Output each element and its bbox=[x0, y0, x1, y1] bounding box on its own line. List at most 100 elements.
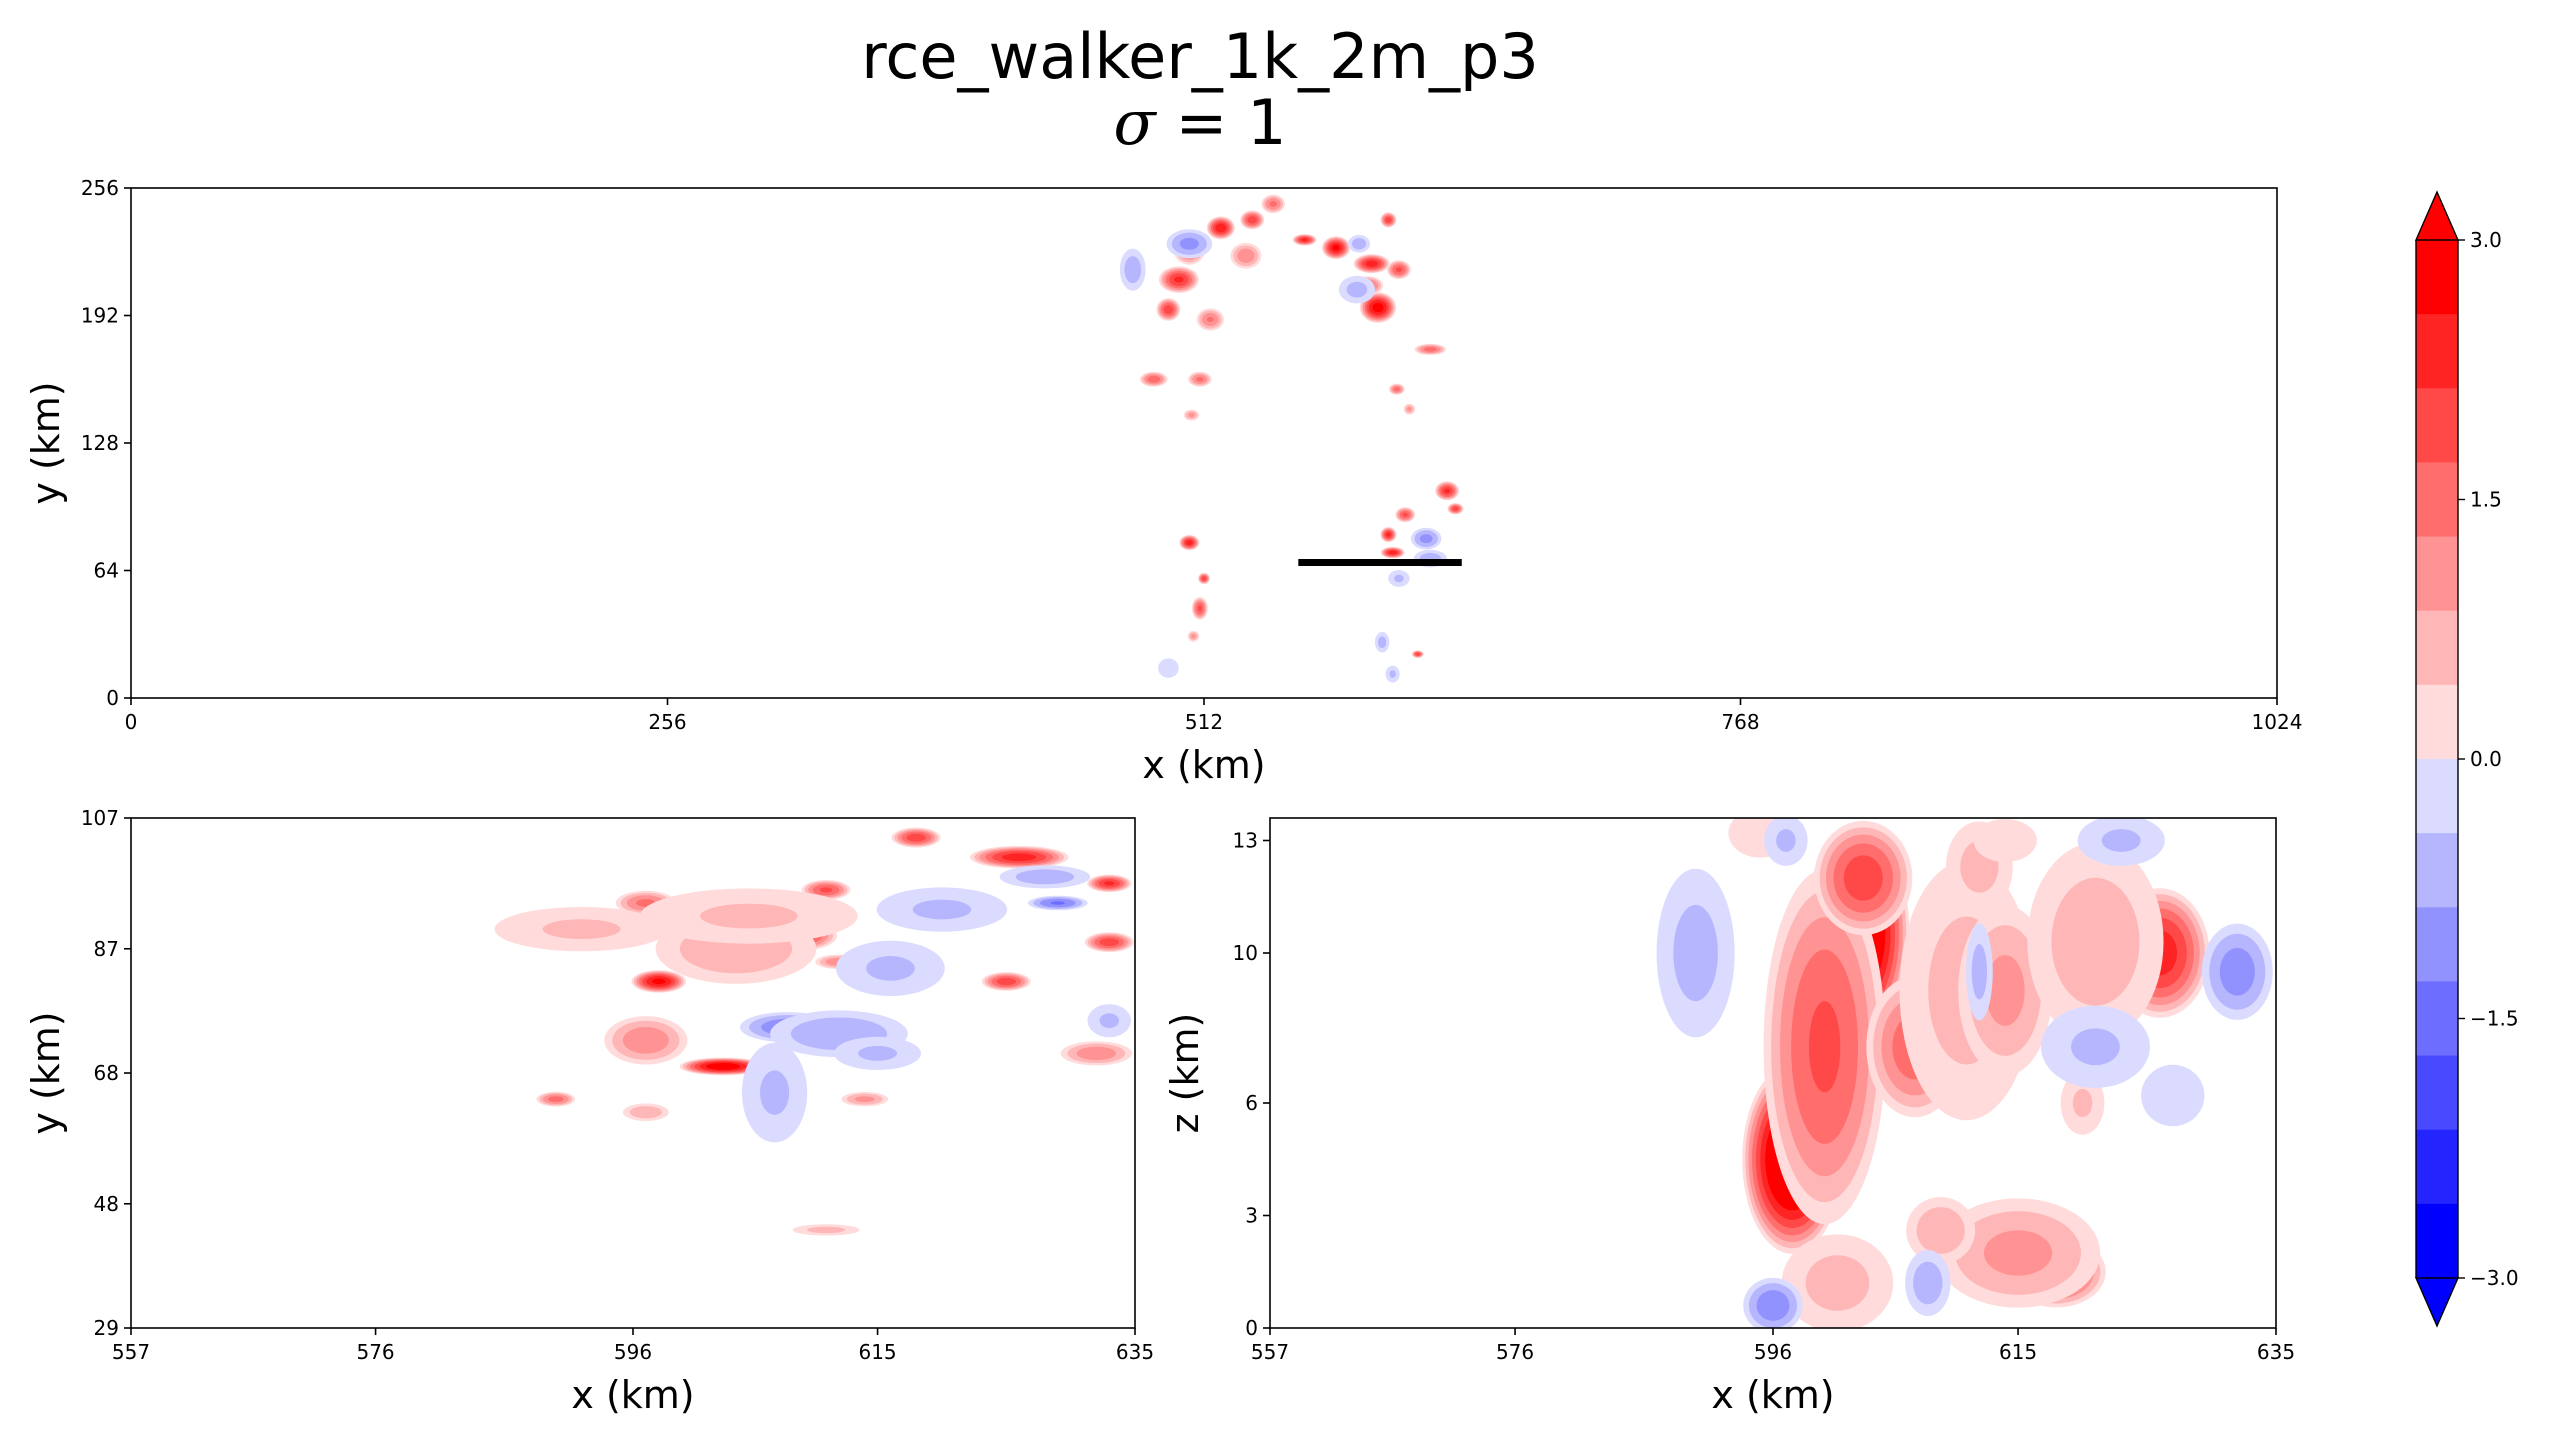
contour-level bbox=[1099, 1013, 1119, 1029]
contour-level bbox=[1201, 576, 1207, 581]
colorbar-band bbox=[2416, 610, 2458, 686]
contour-level bbox=[1301, 238, 1309, 242]
contour-blob bbox=[1027, 895, 1088, 911]
contour-level bbox=[1099, 938, 1119, 947]
contour-level bbox=[1158, 658, 1179, 678]
y-tick-label: 128 bbox=[81, 431, 119, 455]
contour-blob bbox=[1183, 409, 1200, 421]
contour-blob bbox=[1338, 275, 1376, 304]
contour-blob bbox=[2027, 842, 2164, 1041]
y-tick-label: 48 bbox=[94, 1192, 119, 1216]
contour-blob bbox=[1906, 1197, 1976, 1264]
contour-blob bbox=[1230, 242, 1262, 269]
top-panel: 0 256 512 768 1024 0 64 128 192 256 x (km) y (km) bbox=[24, 176, 2302, 787]
contour-blob bbox=[1411, 650, 1424, 658]
sigma-value: = 1 bbox=[1155, 86, 1287, 159]
contour-level bbox=[1971, 943, 1987, 1000]
contour-level bbox=[1843, 855, 1883, 901]
y-tick-label: 0 bbox=[106, 686, 119, 710]
contour-level bbox=[1188, 412, 1195, 418]
colorbar: −3.0 −1.5 0.0 1.5 3.0 bbox=[2414, 190, 2519, 1328]
contour-level bbox=[1015, 869, 1075, 885]
y-axis-label: y (km) bbox=[24, 1011, 68, 1134]
contour-blob bbox=[792, 1224, 860, 1236]
contour-level bbox=[1237, 248, 1255, 263]
x-tick-label: 557 bbox=[112, 1340, 150, 1364]
contour-blob bbox=[1240, 210, 1265, 230]
contour-blob bbox=[1973, 819, 2037, 862]
y-axis-label: y (km) bbox=[24, 381, 68, 504]
contour-blob bbox=[1781, 1234, 1894, 1328]
contour-blob bbox=[1158, 266, 1199, 293]
contour-level bbox=[622, 1026, 669, 1054]
contour-blob bbox=[969, 845, 1069, 869]
colorbar-band bbox=[2416, 462, 2458, 538]
contour-blob bbox=[640, 888, 858, 944]
colorbar-band bbox=[2416, 1129, 2458, 1205]
contour-level bbox=[1247, 216, 1257, 224]
contour-blob bbox=[1206, 216, 1235, 240]
contour-level bbox=[1776, 829, 1796, 852]
contour-level bbox=[819, 887, 833, 893]
colorbar-tick-label: 3.0 bbox=[2470, 228, 2502, 252]
contour-level bbox=[759, 1070, 790, 1115]
contour-level bbox=[542, 919, 621, 940]
contour-level bbox=[1196, 376, 1204, 382]
colorbar-extend-bottom bbox=[2414, 1277, 2460, 1328]
contour-blob bbox=[999, 865, 1091, 889]
contour-level bbox=[2101, 829, 2141, 852]
contour-blob bbox=[841, 1092, 889, 1107]
colorbar-tick-label: 1.5 bbox=[2470, 488, 2502, 512]
contour-blob bbox=[679, 1057, 767, 1076]
y-tick-label: 192 bbox=[81, 304, 119, 328]
y-tick-label: 107 bbox=[81, 806, 119, 830]
contour-blob bbox=[1380, 546, 1405, 559]
contour-blob bbox=[1158, 658, 1179, 678]
contour-blob bbox=[2040, 1005, 2150, 1088]
contour-level bbox=[1185, 539, 1193, 546]
contour-level bbox=[1393, 386, 1400, 392]
contour-level bbox=[1207, 316, 1214, 323]
contour-level bbox=[2072, 1088, 2093, 1118]
contour-blob bbox=[1410, 527, 1442, 550]
contour-level bbox=[1191, 633, 1196, 639]
contour-blob bbox=[891, 827, 941, 848]
contour-level bbox=[1808, 1001, 1841, 1093]
contour-level bbox=[996, 977, 1017, 986]
x-tick-label: 635 bbox=[2257, 1340, 2295, 1364]
contour-blob bbox=[1743, 1277, 1803, 1328]
contour-level bbox=[1973, 819, 2037, 862]
contour-blob bbox=[1656, 868, 1735, 1038]
contour-level bbox=[2141, 1064, 2205, 1127]
contour-level bbox=[1913, 1261, 1943, 1305]
contour-blob bbox=[536, 1091, 576, 1107]
contour-level bbox=[1386, 532, 1391, 537]
contour-blob bbox=[1087, 1004, 1132, 1038]
contour-blob bbox=[1814, 820, 1913, 936]
contour-level bbox=[547, 1096, 564, 1103]
colorbar-band bbox=[2416, 759, 2458, 834]
contour-level bbox=[629, 1106, 662, 1119]
contour-field bbox=[1656, 818, 2273, 1328]
contour-blob bbox=[1764, 818, 1808, 866]
contour-blob bbox=[1139, 371, 1168, 387]
contour-blob bbox=[2077, 818, 2165, 866]
contour-blob bbox=[1763, 869, 1886, 1225]
contour-level bbox=[807, 1226, 846, 1234]
colorbar-band bbox=[2416, 240, 2458, 315]
contour-level bbox=[1351, 238, 1367, 250]
contour-blob bbox=[741, 1042, 808, 1143]
contour-blob bbox=[1380, 527, 1397, 543]
contour-level bbox=[1377, 636, 1387, 649]
contour-level bbox=[1756, 1290, 1790, 1321]
contour-blob bbox=[2141, 1064, 2205, 1127]
contour-blob bbox=[1321, 236, 1351, 260]
contour-blob bbox=[1414, 343, 1447, 355]
contour-level bbox=[706, 1063, 741, 1070]
contour-level bbox=[1147, 375, 1161, 383]
y-tick-label: 29 bbox=[94, 1316, 119, 1340]
x-axis-label: x (km) bbox=[571, 1373, 694, 1417]
x-tick-label: 512 bbox=[1185, 710, 1223, 734]
colorbar-extend-top bbox=[2414, 190, 2460, 241]
